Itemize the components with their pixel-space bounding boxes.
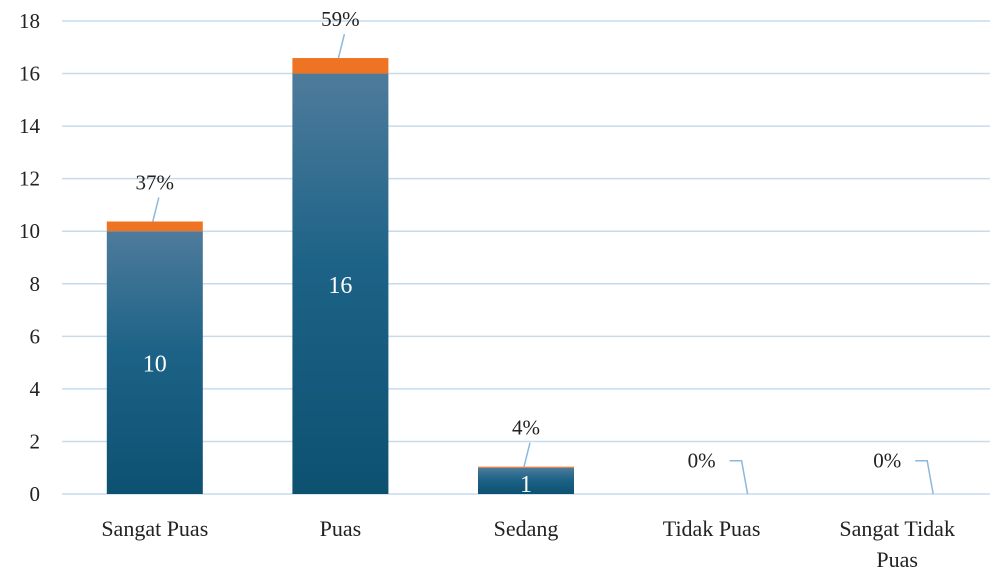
bar-count [106, 231, 203, 494]
value-label: 16 [328, 273, 352, 299]
bars [106, 58, 574, 495]
y-tick-label: 16 [19, 62, 40, 86]
percent-leader-line [523, 442, 531, 467]
percent-leader-line [915, 459, 934, 495]
percent-label: 59% [321, 7, 360, 31]
x-tick-label: Puas [320, 516, 362, 541]
value-label: 0 [891, 472, 903, 498]
y-tick-label: 14 [19, 114, 41, 138]
x-tick-label: Sedang [494, 516, 559, 541]
value-label: 1 [520, 472, 532, 498]
bar-percent-segment [478, 466, 574, 468]
x-tick-label: Sangat Puas [101, 516, 208, 541]
bar-percent-segment [106, 221, 203, 232]
percent-label: 0% [688, 449, 716, 473]
bar-count [292, 73, 389, 495]
y-tick-label: 8 [30, 272, 41, 296]
percent-label: 0% [873, 449, 901, 473]
y-tick-label: 0 [30, 482, 41, 506]
y-tick-label: 12 [19, 167, 40, 191]
y-tick-label: 2 [30, 429, 41, 453]
x-tick-label: Tidak Puas [663, 516, 761, 541]
y-tick-label: 10 [19, 219, 40, 243]
gridlines [62, 20, 990, 495]
bar-count [478, 467, 574, 494]
percent-leader-line [337, 33, 346, 59]
value-label: 10 [143, 352, 167, 378]
y-tick-label: 6 [30, 324, 41, 348]
bar-percent-segment [292, 58, 389, 74]
y-tick-label: 4 [30, 377, 41, 401]
percent-label: 4% [512, 416, 540, 440]
y-tick-label: 18 [19, 9, 40, 33]
x-tick-label: Sangat Tidak Puas [839, 516, 955, 572]
value-label: 0 [706, 472, 718, 498]
percent-label: 37% [136, 170, 175, 194]
percent-leader-line [152, 197, 160, 222]
percent-leader-line [729, 459, 749, 495]
